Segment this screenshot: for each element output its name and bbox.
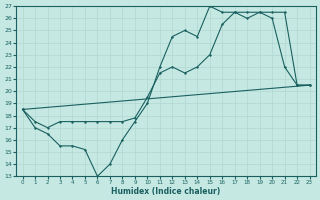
X-axis label: Humidex (Indice chaleur): Humidex (Indice chaleur) [111, 187, 221, 196]
